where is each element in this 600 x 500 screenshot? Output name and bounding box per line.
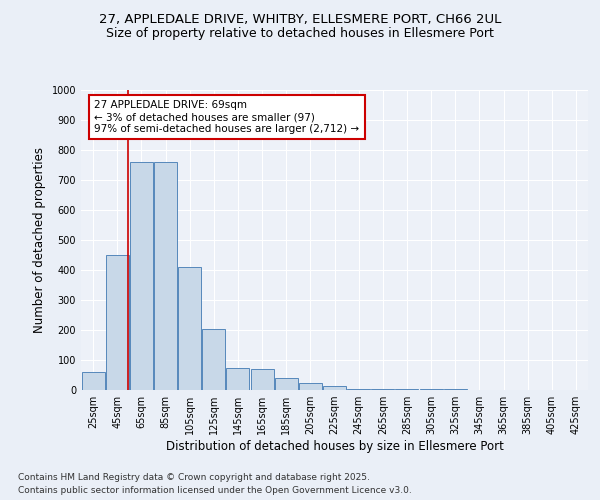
Bar xyxy=(202,328,225,390)
Text: Contains public sector information licensed under the Open Government Licence v3: Contains public sector information licen… xyxy=(18,486,412,495)
Bar xyxy=(323,386,346,390)
Bar xyxy=(275,378,298,390)
Text: Size of property relative to detached houses in Ellesmere Port: Size of property relative to detached ho… xyxy=(106,28,494,40)
Bar xyxy=(371,389,394,390)
Text: Contains HM Land Registry data © Crown copyright and database right 2025.: Contains HM Land Registry data © Crown c… xyxy=(18,472,370,482)
X-axis label: Distribution of detached houses by size in Ellesmere Port: Distribution of detached houses by size … xyxy=(166,440,503,453)
Bar xyxy=(395,389,418,390)
Bar xyxy=(106,255,128,390)
Bar xyxy=(444,389,467,390)
Y-axis label: Number of detached properties: Number of detached properties xyxy=(33,147,46,333)
Text: 27 APPLEDALE DRIVE: 69sqm
← 3% of detached houses are smaller (97)
97% of semi-d: 27 APPLEDALE DRIVE: 69sqm ← 3% of detach… xyxy=(94,100,359,134)
Bar xyxy=(299,382,322,390)
Bar xyxy=(347,389,370,390)
Bar xyxy=(419,389,443,390)
Bar xyxy=(226,368,250,390)
Bar xyxy=(130,162,153,390)
Bar xyxy=(154,162,177,390)
Bar xyxy=(82,372,104,390)
Text: 27, APPLEDALE DRIVE, WHITBY, ELLESMERE PORT, CH66 2UL: 27, APPLEDALE DRIVE, WHITBY, ELLESMERE P… xyxy=(99,12,501,26)
Bar xyxy=(178,267,201,390)
Bar xyxy=(251,369,274,390)
